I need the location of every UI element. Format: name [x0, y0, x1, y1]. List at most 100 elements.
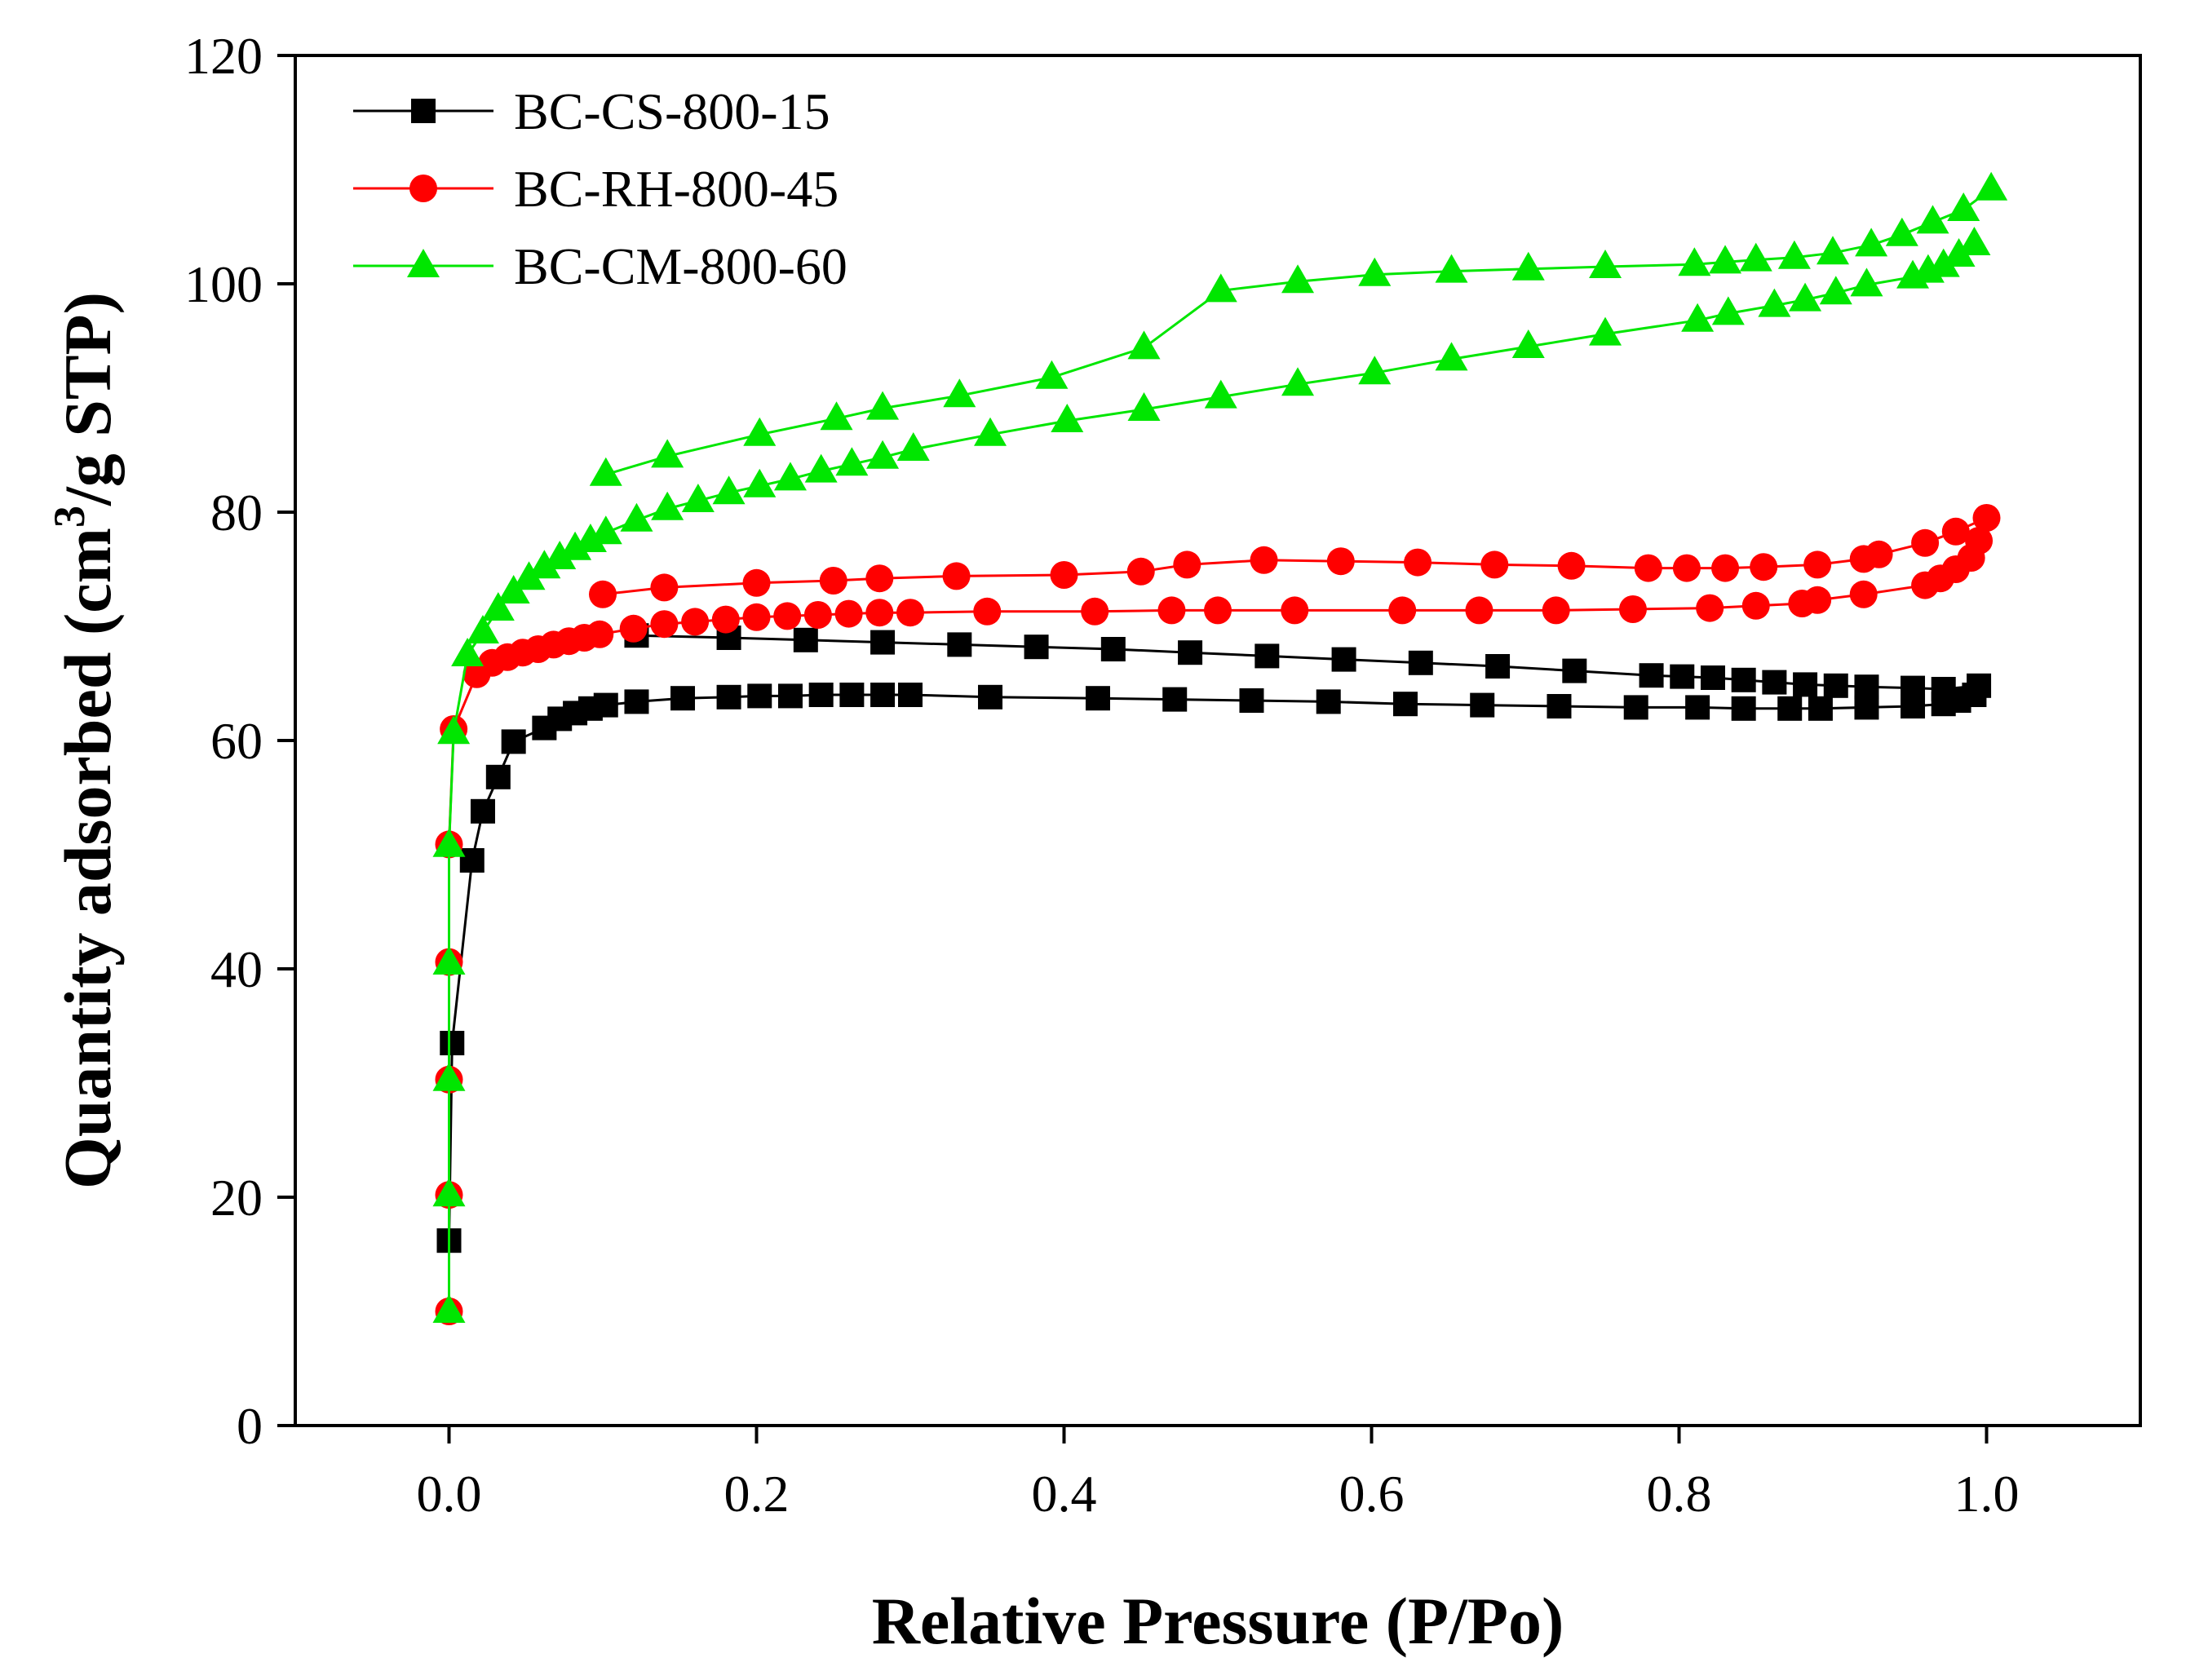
desorption-point: [1024, 634, 1049, 660]
x-tick-label: 0.4: [1032, 1465, 1097, 1523]
adsorption-point: [440, 1031, 465, 1055]
adsorption-point: [1204, 379, 1237, 409]
adsorption-point: [543, 541, 577, 569]
adsorption-point: [896, 432, 930, 461]
desorption-line: [605, 188, 1993, 476]
desorption-point: [589, 580, 617, 608]
y-tick-label: 120: [184, 27, 263, 85]
y-axis-title-main: Quantity adsorbed (cm: [51, 528, 125, 1189]
adsorption-line: [448, 693, 1975, 1241]
adsorption-line: [448, 540, 1980, 1311]
adsorption-point: [1435, 342, 1468, 371]
adsorption-point: [1942, 238, 1976, 267]
adsorption-point: [973, 597, 1002, 626]
legend-label: BC-CS-800-15: [514, 82, 830, 140]
adsorption-point: [466, 615, 499, 643]
desorption-point: [1967, 673, 1992, 698]
adsorption-point: [1589, 316, 1622, 346]
desorption-point: [1777, 240, 1811, 269]
desorption-point: [1911, 528, 1940, 557]
desorption-point: [1709, 245, 1742, 274]
y-axis-title-superscript: 3: [45, 506, 94, 528]
desorption-point: [589, 457, 622, 486]
adsorption-point: [1085, 686, 1110, 711]
legend-item: BC-CS-800-15: [353, 82, 830, 140]
series-BC-RH-800-45: [435, 504, 2001, 1325]
adsorption-point: [681, 608, 710, 636]
adsorption-point: [481, 592, 515, 621]
adsorption-point: [650, 610, 679, 639]
x-axis-title: Relative Pressure (P/Po): [872, 1584, 1564, 1658]
y-axis-title-unit: /g STP): [51, 292, 125, 506]
adsorption-point: [1511, 329, 1545, 358]
desorption-point: [1408, 650, 1433, 675]
adsorption-point: [898, 683, 923, 707]
adsorption-point: [485, 764, 511, 789]
desorption-point: [743, 417, 777, 446]
adsorption-point: [651, 491, 684, 520]
desorption-line: [602, 516, 1988, 596]
adsorption-point: [1162, 687, 1188, 712]
desorption-point: [1035, 360, 1069, 389]
adsorption-point: [1204, 596, 1232, 625]
adsorption-point: [1696, 594, 1724, 622]
adsorption-point: [1850, 267, 1883, 297]
desorption-point: [1589, 250, 1622, 278]
adsorption-point: [1239, 688, 1264, 713]
desorption-point: [943, 378, 976, 408]
desorption-point: [1855, 228, 1888, 257]
adsorption-point: [773, 602, 802, 630]
adsorption-point: [747, 683, 772, 709]
adsorption-point: [1281, 596, 1309, 625]
legend-marker: [411, 99, 436, 123]
x-tick-label: 1.0: [1954, 1465, 2020, 1523]
adsorption-point: [1789, 282, 1822, 312]
y-tick-label: 20: [210, 1169, 263, 1227]
desorption-point: [947, 632, 972, 657]
axis-tick-labels: 0.0 0.2 0.4 0.6 0.8 1.0 0 20 40 60 80 100 120: [184, 27, 2020, 1523]
adsorption-point: [804, 453, 838, 483]
y-tick-label: 0: [237, 1397, 263, 1455]
desorption-point: [1672, 554, 1701, 582]
adsorption-point: [712, 475, 746, 505]
desorption-point: [1750, 553, 1778, 581]
adsorption-point: [432, 828, 466, 857]
adsorption-point: [589, 515, 622, 545]
adsorption-point: [1808, 696, 1833, 721]
series-layer: [432, 171, 2008, 1325]
desorption-point: [1178, 640, 1203, 665]
adsorption-point: [1777, 696, 1803, 721]
adsorption-point: [742, 603, 771, 631]
desorption-point: [1947, 192, 1980, 221]
adsorption-point: [437, 715, 471, 745]
desorption-point: [1326, 547, 1355, 576]
desorption-point: [1639, 663, 1664, 688]
adsorption-point: [1388, 596, 1417, 625]
adsorption-point: [1965, 527, 1994, 555]
adsorption-point: [1547, 694, 1572, 718]
desorption-point: [1050, 561, 1078, 589]
adsorption-point: [839, 683, 865, 707]
desorption-point: [1511, 251, 1545, 281]
adsorption-point: [1819, 276, 1852, 305]
desorption-point: [1975, 171, 2008, 201]
y-tick-label: 40: [210, 940, 263, 998]
adsorption-point: [1081, 597, 1109, 626]
adsorption-point: [432, 946, 466, 975]
y-tick-label: 100: [184, 255, 263, 313]
legend-item: BC-CM-800-60: [353, 237, 847, 295]
desorption-point: [1127, 330, 1161, 360]
adsorption-point: [1542, 596, 1570, 625]
adsorption-point: [1051, 404, 1084, 432]
adsorption-point: [459, 848, 485, 873]
adsorption-point: [620, 502, 653, 532]
series-BC-CS-800-15: [436, 623, 1992, 1253]
x-tick-label: 0.2: [724, 1465, 790, 1523]
desorption-point: [1931, 677, 1956, 701]
adsorption-point: [777, 683, 803, 709]
desorption-point: [1435, 254, 1468, 283]
desorption-point: [1126, 557, 1155, 586]
adsorption-point: [432, 1294, 466, 1323]
desorption-point: [1670, 664, 1695, 689]
